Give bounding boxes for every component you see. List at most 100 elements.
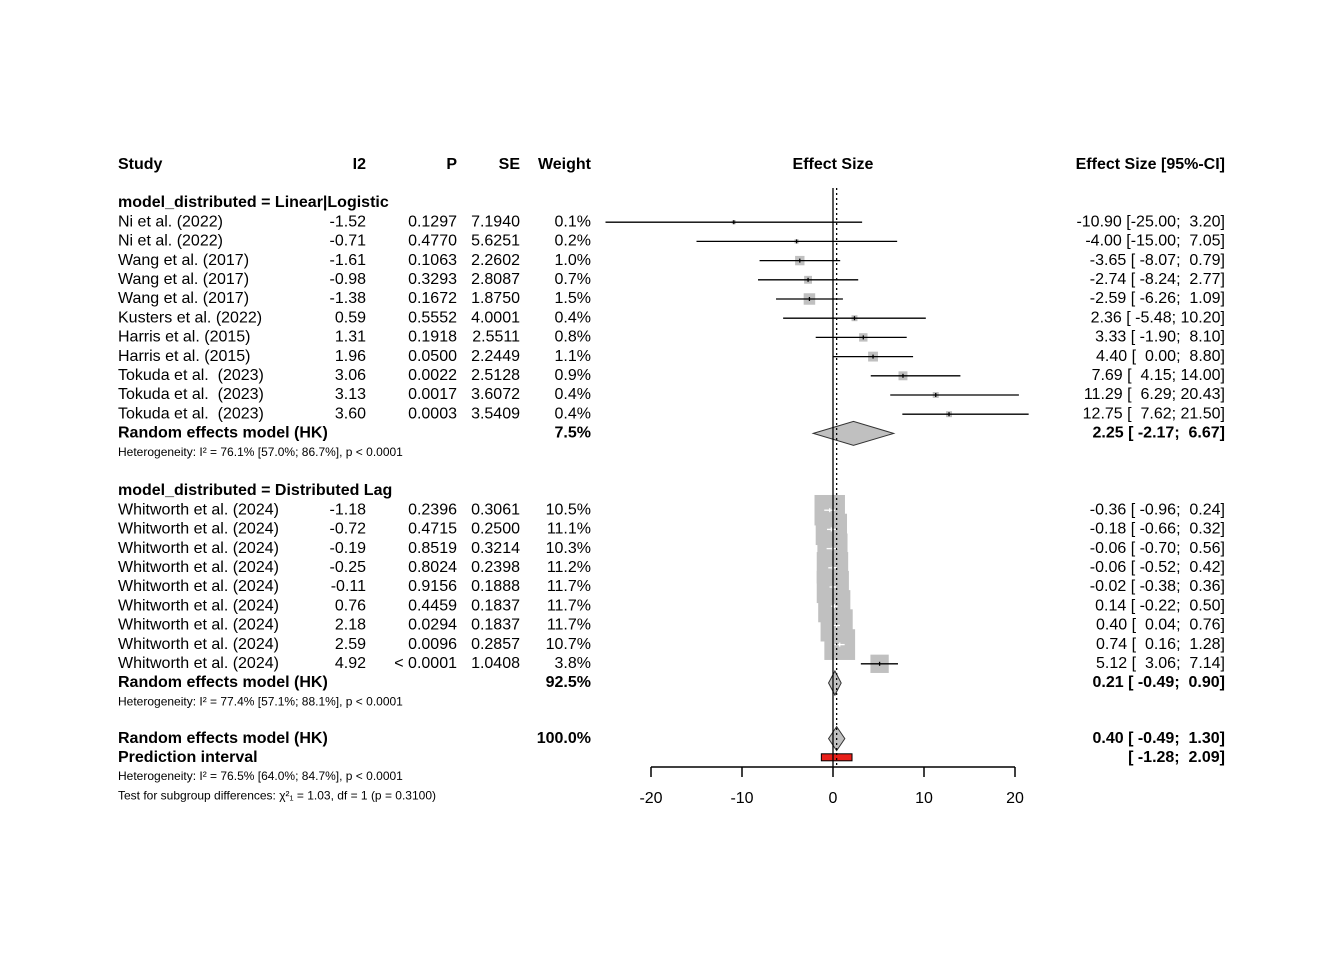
study-p-value: 0.0294 xyxy=(408,617,457,634)
study-name: Whitworth et al. (2024) xyxy=(118,540,279,557)
prediction-interval-label: Prediction interval xyxy=(118,749,258,766)
study-ci-text: -0.18 [ -0.66; 0.32] xyxy=(1090,521,1225,538)
study-se: 0.3061 xyxy=(471,501,520,518)
study-weight: 0.2% xyxy=(555,233,591,250)
header-study: Study xyxy=(118,156,163,173)
study-weight: 0.8% xyxy=(555,329,591,346)
study-weight: 0.4% xyxy=(555,386,591,403)
study-p-value: 0.9156 xyxy=(408,578,457,595)
subgroup-heterogeneity: Heterogeneity: I² = 76.1% [57.0%; 86.7%]… xyxy=(118,445,403,459)
study-row: Whitworth et al. (2024) 2.18 0.0294 0.1837 1… xyxy=(118,617,1225,634)
study-name: Tokuda et al. (2023) xyxy=(118,405,264,422)
overall-summary-ci-text: 0.40 [ -0.49; 1.30] xyxy=(1092,730,1225,747)
study-i2: -1.18 xyxy=(330,501,367,518)
header-p: P xyxy=(446,156,457,173)
study-row: Tokuda et al. (2023) 3.60 0.0003 3.5409 0.4%… xyxy=(118,405,1225,422)
study-name: Wang et al. (2017) xyxy=(118,271,249,288)
study-name: Kusters et al. (2022) xyxy=(118,309,262,326)
study-ci-text: 7.69 [ 4.15; 14.00] xyxy=(1092,367,1225,384)
study-se: 1.8750 xyxy=(471,290,520,307)
subgroup-summary-label: Random effects model (HK) xyxy=(118,674,328,691)
study-i2: -0.71 xyxy=(330,233,367,250)
study-rows: model_distributed = Linear|Logistic Ni et… xyxy=(118,194,1225,802)
study-name: Tokuda et al. (2023) xyxy=(118,386,264,403)
study-i2: -0.25 xyxy=(330,559,367,576)
study-se: 5.6251 xyxy=(471,233,520,250)
header-ci: Effect Size [95%-CI] xyxy=(1076,156,1225,173)
x-axis: -20 -10 0 10 20 xyxy=(639,766,1024,807)
study-i2: 3.13 xyxy=(335,386,366,403)
study-ci-text: 0.14 [ -0.22; 0.50] xyxy=(1095,597,1225,614)
study-se: 0.2500 xyxy=(471,521,520,538)
study-name: Whitworth et al. (2024) xyxy=(118,559,279,576)
subgroup-summary-weight: 7.5% xyxy=(555,425,591,442)
study-i2: 3.06 xyxy=(335,367,366,384)
study-i2: -0.98 xyxy=(330,271,367,288)
study-name: Tokuda et al. (2023) xyxy=(118,367,264,384)
study-row: Wang et al. (2017) -1.61 0.1063 2.2602 1.0% -… xyxy=(118,252,1225,269)
study-ci-text: -2.74 [ -8.24; 2.77] xyxy=(1090,271,1225,288)
study-name: Harris et al. (2015) xyxy=(118,348,251,365)
study-row: Whitworth et al. (2024) -0.72 0.4715 0.2500… xyxy=(118,521,1225,538)
x-axis-tick-label: -20 xyxy=(639,790,662,807)
study-p-value: 0.4770 xyxy=(408,233,457,250)
study-p-value: 0.1918 xyxy=(408,329,457,346)
study-name: Whitworth et al. (2024) xyxy=(118,521,279,538)
study-se: 2.2602 xyxy=(471,252,520,269)
study-p-value: 0.4459 xyxy=(408,597,457,614)
x-axis-tick-label: 20 xyxy=(1006,790,1024,807)
header-i2: I2 xyxy=(353,156,366,173)
study-ci-text: 2.36 [ -5.48; 10.20] xyxy=(1091,309,1225,326)
study-ci-text: 3.33 [ -1.90; 8.10] xyxy=(1095,329,1225,346)
study-ci-text: -0.36 [ -0.96; 0.24] xyxy=(1090,501,1225,518)
study-p-value: 0.0096 xyxy=(408,636,457,653)
chart-marks xyxy=(605,188,1029,767)
subgroup-summary-ci-text: 2.25 [ -2.17; 6.67] xyxy=(1092,425,1225,442)
study-row: Ni et al. (2022) -0.71 0.4770 5.6251 0.2% -4.… xyxy=(118,233,1225,250)
study-name: Wang et al. (2017) xyxy=(118,290,249,307)
x-axis-tick-label: 10 xyxy=(915,790,933,807)
study-weight: 11.2% xyxy=(547,559,591,576)
study-i2: 1.31 xyxy=(335,329,366,346)
study-p-value: < 0.0001 xyxy=(394,655,457,672)
study-ci-text: 5.12 [ 3.06; 7.14] xyxy=(1096,655,1225,672)
study-weight: 0.9% xyxy=(555,367,591,384)
study-p-value: 0.1063 xyxy=(408,252,457,269)
study-ci-text: 0.74 [ 0.16; 1.28] xyxy=(1096,636,1225,653)
study-ci-text: 11.29 [ 6.29; 20.43] xyxy=(1084,386,1225,403)
x-axis-tick-label: -10 xyxy=(730,790,753,807)
subgroup-summary-diamond xyxy=(827,669,842,697)
study-p-value: 0.0017 xyxy=(408,386,457,403)
study-se: 0.3214 xyxy=(471,540,520,557)
study-se: 2.8087 xyxy=(471,271,520,288)
study-weight: 10.5% xyxy=(546,501,591,518)
study-weight: 0.4% xyxy=(555,309,591,326)
study-row: Whitworth et al. (2024) 4.92 < 0.0001 1.040… xyxy=(118,655,1225,672)
study-weight: 1.0% xyxy=(555,252,591,269)
study-i2: -0.72 xyxy=(330,521,367,538)
study-se: 3.5409 xyxy=(471,405,520,422)
study-name: Whitworth et al. (2024) xyxy=(118,655,279,672)
study-i2: -0.19 xyxy=(330,540,367,557)
study-se: 2.2449 xyxy=(471,348,520,365)
study-name: Harris et al. (2015) xyxy=(118,329,251,346)
study-i2: -1.52 xyxy=(330,213,367,230)
study-se: 1.0408 xyxy=(471,655,520,672)
subgroup-summary-ci-text: 0.21 [ -0.49; 0.90] xyxy=(1092,674,1225,691)
study-row: Kusters et al. (2022) 0.59 0.5552 4.0001 0.4… xyxy=(118,309,1225,326)
study-name: Whitworth et al. (2024) xyxy=(118,617,279,634)
study-weight: 11.7% xyxy=(547,617,591,634)
study-weight: 11.7% xyxy=(547,578,591,595)
study-i2: 1.96 xyxy=(335,348,366,365)
study-p-value: 0.5552 xyxy=(408,309,457,326)
study-row: Harris et al. (2015) 1.96 0.0500 2.2449 1.1%… xyxy=(118,348,1225,365)
study-name: Wang et al. (2017) xyxy=(118,252,249,269)
study-ci-text: 4.40 [ 0.00; 8.80] xyxy=(1096,348,1225,365)
study-se: 7.1940 xyxy=(471,213,520,230)
subgroup-heterogeneity: Heterogeneity: I² = 77.4% [57.1%; 88.1%]… xyxy=(118,694,403,708)
study-i2: 2.18 xyxy=(335,617,366,634)
study-name: Whitworth et al. (2024) xyxy=(118,578,279,595)
study-weight: 10.3% xyxy=(546,540,591,557)
study-name: Whitworth et al. (2024) xyxy=(118,597,279,614)
